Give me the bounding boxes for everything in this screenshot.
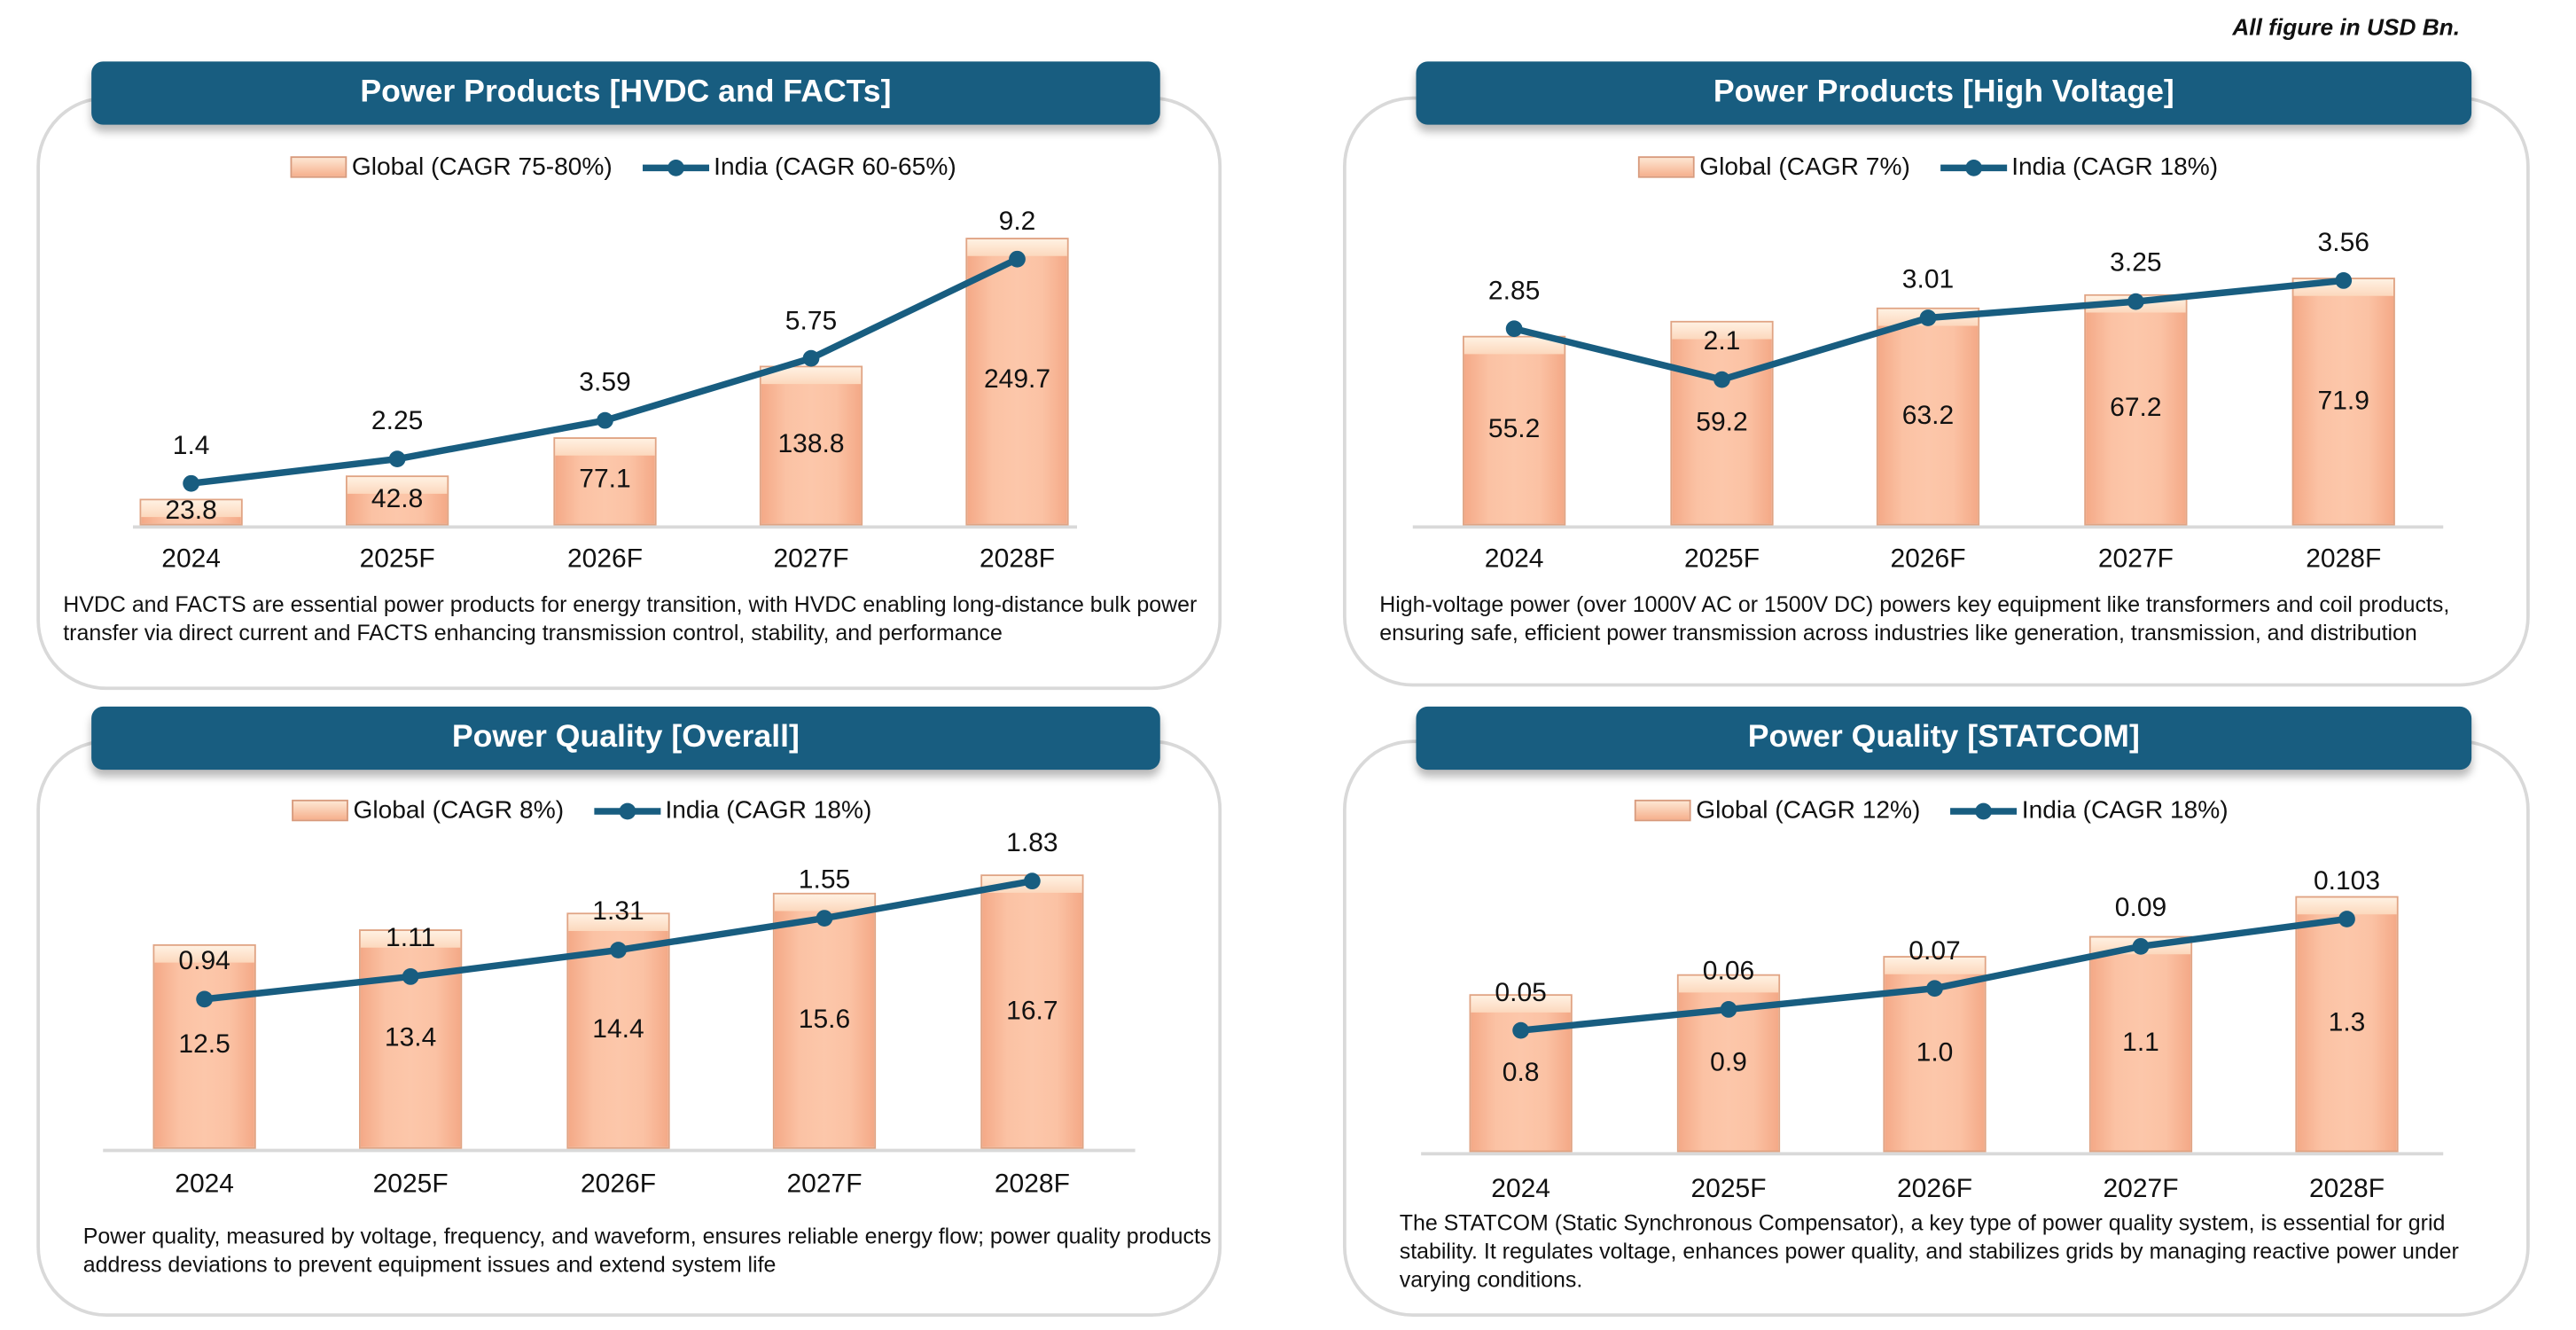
legend-line-swatch	[1950, 802, 2018, 819]
bar-value-label: 138.8	[777, 430, 845, 459]
bar-value-label: 42.8	[371, 485, 424, 514]
x-tick-label: 2026F	[1896, 1175, 1973, 1204]
bar-value-label: 0.8	[1502, 1058, 1540, 1087]
x-axis-line	[1412, 525, 2444, 529]
x-tick-label: 2025F	[372, 1170, 449, 1199]
legend-bar-swatch	[1637, 156, 1695, 178]
line-value-label: 0.103	[2313, 867, 2381, 896]
x-tick-label: 2026F	[1890, 545, 1966, 574]
chart-description: Power quality, measured by voltage, freq…	[82, 1224, 1212, 1277]
legend-label-india: India (CAGR 18%)	[2021, 796, 2229, 825]
x-tick-label: 2027F	[773, 545, 849, 574]
chart-description: HVDC and FACTS are essential power produ…	[63, 591, 1198, 645]
line-value-label: 0.05	[1495, 978, 1547, 1007]
line-value-label: 5.75	[785, 306, 838, 335]
legend-line-swatch	[642, 159, 709, 176]
chart-title: Power Quality [STATCOM]	[1416, 706, 2472, 771]
chart-legend: Global (CAGR 7%) India (CAGR 18%)	[1637, 153, 2219, 182]
line-value-label: 2.85	[1487, 277, 1541, 306]
legend-bar-swatch	[1634, 799, 1691, 822]
bar-value-label: 1.1	[2122, 1029, 2159, 1058]
x-tick-label: 2028F	[994, 1170, 1070, 1199]
line-value-label: 0.06	[1702, 958, 1755, 987]
legend-label-global: Global (CAGR 8%)	[353, 796, 565, 825]
legend-label-global: Global (CAGR 75-80%)	[351, 153, 613, 182]
line-value-label: 1.31	[592, 898, 644, 927]
legend-label-global: Global (CAGR 12%)	[1696, 796, 1921, 825]
legend-label-india: India (CAGR 18%)	[2011, 153, 2219, 182]
bar-global	[139, 497, 243, 526]
line-value-label: 1.83	[1006, 829, 1058, 858]
bar-value-label: 55.2	[1487, 415, 1541, 444]
x-tick-label: 2027F	[2097, 545, 2174, 574]
bar-value-label: 14.4	[592, 1015, 644, 1044]
bar-value-label: 249.7	[983, 366, 1051, 395]
line-value-label: 1.55	[798, 866, 851, 896]
line-value-label: 3.59	[579, 369, 631, 397]
chart-legend: Global (CAGR 8%) India (CAGR 18%)	[292, 796, 871, 825]
bar-value-label: 15.6	[798, 1005, 851, 1035]
x-tick-label: 2026F	[566, 545, 644, 574]
line-value-label: 1.4	[172, 432, 210, 460]
x-tick-label: 2026F	[580, 1170, 657, 1199]
x-tick-label: 2025F	[1690, 1175, 1767, 1204]
bar-value-label: 13.4	[384, 1023, 437, 1052]
line-value-label: 0.07	[1909, 936, 1961, 966]
bar-value-label: 0.9	[1710, 1048, 1747, 1077]
bar-value-label: 67.2	[2110, 395, 2162, 424]
chart-legend: Global (CAGR 12%) India (CAGR 18%)	[1634, 796, 2229, 825]
x-tick-label: 2024	[175, 1170, 234, 1199]
x-tick-label: 2025F	[359, 545, 435, 574]
line-value-label: 2.25	[371, 407, 424, 436]
legend-line-swatch	[593, 802, 660, 819]
line-value-label: 0.09	[2114, 895, 2167, 924]
x-tick-label: 2024	[1491, 1175, 1550, 1204]
line-value-label: 3.01	[1901, 266, 1955, 295]
legend-line-swatch	[1940, 159, 2007, 176]
chart-title: Power Quality [Overall]	[91, 706, 1160, 771]
legend-label-india: India (CAGR 18%)	[665, 796, 872, 825]
x-tick-label: 2024	[161, 545, 221, 574]
chart-legend: Global (CAGR 75-80%) India (CAGR 60-65%)	[290, 153, 956, 182]
x-axis-line	[133, 525, 1077, 529]
bar-value-label: 23.8	[165, 497, 217, 526]
legend-bar-swatch	[290, 156, 347, 178]
line-value-label: 3.56	[2317, 229, 2369, 258]
x-tick-label: 2027F	[786, 1170, 863, 1199]
legend-bar-swatch	[292, 799, 348, 822]
line-value-label: 1.11	[386, 925, 436, 954]
bar-value-label: 16.7	[1006, 997, 1058, 1025]
chart-title: Power Products [HVDC and FACTs]	[91, 61, 1160, 125]
legend-label-india: India (CAGR 60-65%)	[714, 153, 956, 182]
bar-value-label: 12.5	[178, 1030, 230, 1060]
x-axis-line	[103, 1148, 1136, 1153]
bar-value-label: 71.9	[2317, 387, 2369, 415]
line-value-label: 0.94	[178, 947, 230, 976]
line-value-label: 9.2	[998, 207, 1036, 236]
chart-description: High-voltage power (over 1000V AC or 150…	[1379, 591, 2450, 645]
bar-value-label: 63.2	[1901, 401, 1955, 430]
bar-value-label: 1.0	[1916, 1038, 1954, 1068]
bar-value-label: 1.3	[2328, 1009, 2366, 1037]
chart-title: Power Products [High Voltage]	[1416, 61, 2472, 125]
legend-label-global: Global (CAGR 7%)	[1699, 153, 1910, 182]
x-tick-label: 2027F	[2103, 1175, 2179, 1204]
x-tick-label: 2028F	[2308, 1175, 2385, 1204]
units-note: All figure in USD Bn.	[2232, 13, 2460, 40]
bar-value-label: 77.1	[579, 466, 631, 495]
x-axis-line	[1421, 1152, 2444, 1156]
x-tick-label: 2025F	[1683, 545, 1760, 574]
x-tick-label: 2024	[1484, 545, 1544, 574]
bar-value-label: 59.2	[1696, 408, 1748, 437]
line-value-label: 3.25	[2110, 249, 2162, 278]
x-tick-label: 2028F	[2306, 545, 2382, 574]
line-value-label: 2.1	[1703, 327, 1741, 356]
chart-description: The STATCOM (Static Synchronous Compensa…	[1399, 1210, 2459, 1292]
x-tick-label: 2028F	[979, 545, 1056, 574]
